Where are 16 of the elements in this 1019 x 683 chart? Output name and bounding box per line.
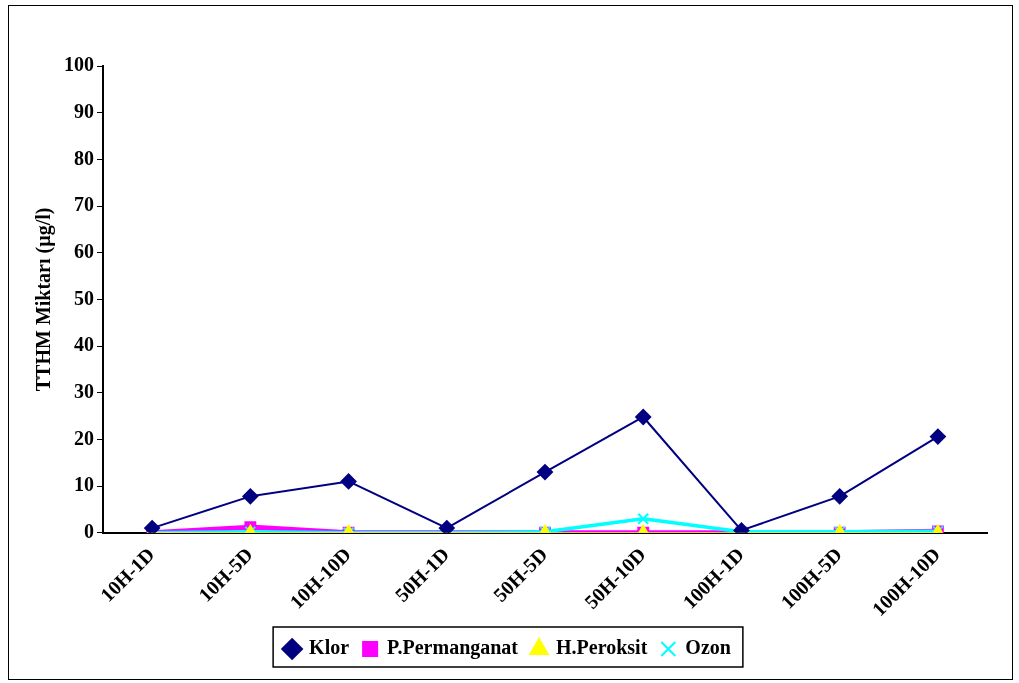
y-tick-label: 30 — [74, 379, 94, 402]
y-tick-label: 20 — [74, 426, 94, 449]
legend-label: Klor — [309, 636, 350, 659]
y-tick-label: 40 — [74, 333, 94, 356]
y-tick-label: 10 — [74, 473, 94, 496]
y-tick-label: 50 — [74, 286, 94, 309]
y-tick-label: 80 — [74, 146, 94, 169]
legend-label: P.Permanganat — [387, 636, 519, 660]
y-tick-label: 100 — [64, 53, 94, 76]
y-tick-label: 70 — [74, 193, 94, 216]
legend-label: Ozon — [685, 636, 731, 659]
y-tick-label: 90 — [74, 99, 94, 122]
legend-label: H.Peroksit — [556, 636, 648, 659]
y-axis-title: TTHM Miktarı (µg/l) — [32, 207, 56, 392]
y-tick-label: 60 — [74, 239, 94, 262]
y-tick-label: 0 — [84, 519, 94, 542]
